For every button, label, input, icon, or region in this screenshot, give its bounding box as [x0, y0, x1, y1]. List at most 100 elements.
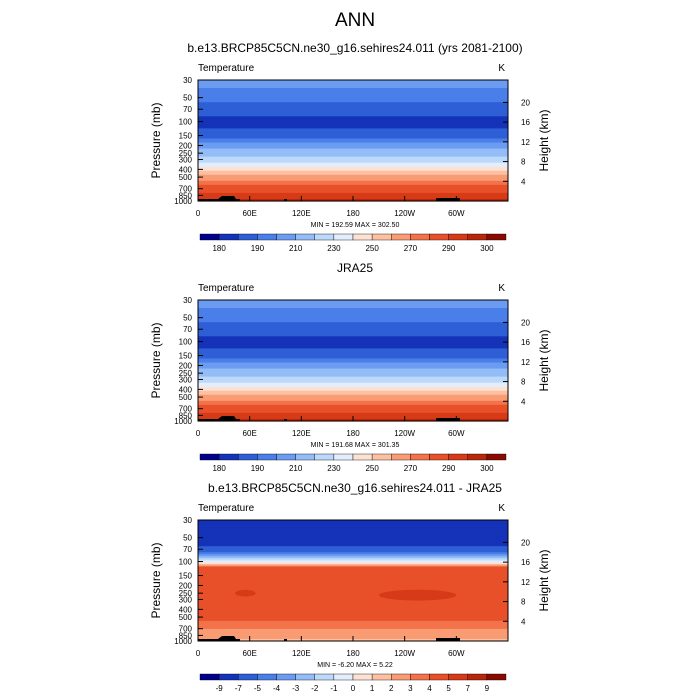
y-right-tick-label: 8	[521, 378, 526, 387]
contour-band	[198, 594, 508, 598]
colorbar-label: 5	[446, 684, 451, 693]
contour-band	[198, 406, 508, 410]
contour-band	[198, 408, 508, 412]
contour-band	[198, 376, 508, 380]
x-tick-label: 180	[346, 429, 360, 438]
contour-band	[198, 386, 508, 390]
y-tick-label: 50	[183, 314, 192, 323]
colorbar-swatch	[448, 453, 468, 461]
colorbar-label: 180	[212, 244, 226, 253]
colorbar-swatch	[257, 673, 277, 681]
y-tick-label: 1000	[174, 637, 192, 646]
colorbar-label: 210	[289, 464, 303, 473]
contour-band	[198, 412, 508, 416]
contour-band	[198, 148, 508, 152]
contour-band	[198, 110, 508, 113]
y-right-tick-label: 8	[521, 158, 526, 167]
min-max-stats: MIN = -6.20 MAX = 5.22	[317, 662, 393, 669]
colorbar-swatch	[429, 453, 449, 461]
x-tick-label: 120E	[292, 209, 311, 218]
contour-band	[198, 622, 508, 626]
colorbar-label: 250	[365, 244, 379, 253]
colorbar-label: 270	[404, 244, 418, 253]
contour-band	[198, 100, 508, 103]
contour-feature	[235, 589, 256, 597]
colorbar-label: 1	[370, 684, 375, 693]
contour-band	[198, 136, 508, 140]
y-tick-label: 400	[179, 385, 193, 394]
contour-band	[198, 300, 508, 303]
colorbar-swatch	[314, 673, 335, 681]
contour-band	[198, 94, 508, 97]
contour-band	[198, 554, 508, 557]
variable-label: Temperature	[198, 283, 255, 294]
colorbar-swatch	[371, 453, 392, 461]
contour-band	[198, 168, 508, 172]
contour-band	[198, 134, 508, 138]
colorbar-swatch	[352, 673, 373, 681]
contour-band	[198, 392, 508, 396]
y-right-axis-label: Height (km)	[537, 329, 551, 391]
contour-band	[198, 556, 508, 559]
contour-band	[198, 546, 508, 549]
contour-band	[198, 528, 508, 531]
contour-band	[198, 530, 508, 533]
contour-band	[198, 174, 508, 178]
x-tick-label: 60E	[243, 429, 257, 438]
colorbar-swatch	[295, 673, 315, 681]
colorbar-label: -9	[216, 684, 224, 693]
topography-island	[284, 199, 287, 201]
contour-band	[198, 624, 508, 628]
contour-band	[198, 400, 508, 404]
contour-field	[198, 80, 508, 202]
contour-feature	[378, 589, 457, 601]
contour-band	[198, 314, 508, 317]
contour-band	[198, 154, 508, 158]
contour-band	[198, 396, 508, 400]
y-tick-label: 1000	[174, 197, 192, 206]
colorbar-swatch	[352, 233, 373, 241]
contour-band	[198, 308, 508, 311]
colorbar-swatch	[410, 673, 430, 681]
colorbar-label: -5	[254, 684, 262, 693]
x-tick-label: 120E	[292, 649, 311, 658]
colorbar-swatch	[333, 453, 354, 461]
contour-band	[198, 132, 508, 136]
colorbar-swatch	[238, 233, 258, 241]
y-tick-label: 100	[179, 558, 193, 567]
contour-band	[198, 598, 508, 602]
contour-band	[198, 124, 508, 127]
colorbar-label: 190	[251, 244, 265, 253]
chart-panel-3: b.e13.BRCP85C5CN.ne30_g16.sehires24.011 …	[149, 481, 551, 693]
colorbar-swatch	[391, 673, 411, 681]
contour-field	[198, 300, 508, 422]
contour-band	[198, 580, 508, 584]
contour-band	[198, 176, 508, 180]
contour-band	[198, 190, 508, 194]
contour-band	[198, 382, 508, 386]
contour-band	[198, 378, 508, 382]
contour-band	[198, 158, 508, 162]
x-tick-label: 0	[196, 429, 201, 438]
x-tick-label: 180	[346, 649, 360, 658]
y-right-tick-label: 20	[521, 318, 530, 327]
contour-band	[198, 122, 508, 125]
colorbar-swatch	[257, 453, 277, 461]
y-tick-label: 250	[179, 589, 193, 598]
colorbar-swatch	[276, 233, 296, 241]
contour-band	[198, 116, 508, 119]
y-tick-label: 400	[179, 605, 193, 614]
contour-band	[198, 80, 508, 83]
contour-band	[198, 332, 508, 335]
contour-band	[198, 350, 508, 354]
colorbar-label: 270	[404, 464, 418, 473]
x-tick-label: 180	[346, 209, 360, 218]
colorbar-swatch	[238, 673, 258, 681]
topography-africa	[198, 636, 240, 641]
colorbar-swatch	[486, 453, 507, 461]
contour-band	[198, 374, 508, 378]
y-tick-label: 150	[179, 572, 193, 581]
colorbar-label: 250	[365, 464, 379, 473]
contour-band	[198, 394, 508, 398]
